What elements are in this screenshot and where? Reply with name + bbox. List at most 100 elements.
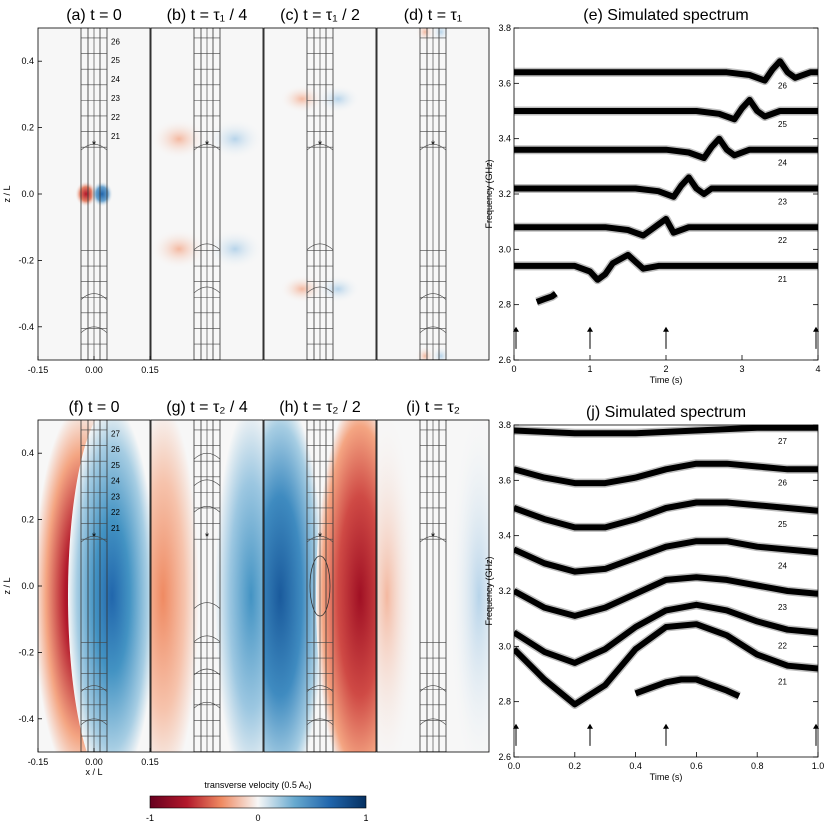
field-arc [80,293,108,300]
series-label: 23 [778,603,787,612]
x-tick-label: 3 [739,364,744,374]
series-label: 23 [778,197,787,206]
spectral-line [514,621,818,708]
series-label: 24 [778,159,787,168]
negative-lobe [151,119,207,159]
y-axis-label: Frequency (GHz) [484,159,494,228]
x-tick-label: 0.00 [85,757,103,767]
spectrum-chart: (e) Simulated spectrum2122232425263.83.6… [484,7,821,385]
mode-label: 23 [111,94,120,103]
positive-lobe [215,420,263,752]
positive-lobe [68,420,150,752]
y-tick-label: 3.8 [498,420,511,430]
mode-label: 25 [111,56,120,65]
field-arc [193,243,221,251]
x-tick-label: 0.4 [629,761,642,771]
negative-lobe [151,229,207,269]
series-label: 22 [778,642,787,651]
field-arc [306,143,334,151]
spectral-line [514,574,818,619]
field-panel: (b) t = τ₁ / 4 * [150,7,264,361]
field-panel: (f) t = 0 * 0.4 0.2 0.0 -0.2 -0.4 z / L -0.15 0.0… [2,399,159,777]
y-tick-label: 3.4 [498,531,511,541]
series-label: 26 [778,478,787,487]
y-tick-label: 0.4 [21,56,34,66]
series-label: 22 [778,236,787,245]
panel-frame [150,27,264,361]
spectral-line [514,58,818,84]
colorbar-tick: -1 [146,813,154,823]
panel-title: (d) t = τ₁ [404,7,462,24]
series-label: 25 [778,520,787,529]
y-tick-label: -0.2 [18,255,34,265]
series-label: 27 [778,437,787,446]
mode-label: 21 [111,524,120,533]
velocity-field: * [151,28,263,360]
mode-label: 27 [111,429,120,438]
spectral-line [514,174,818,200]
chart-title: (j) Simulated spectrum [586,404,746,421]
field-arc [193,286,221,294]
y-tick-label: -0.4 [18,322,34,332]
time-arrow-head [513,326,519,332]
y-tick-label: 2.8 [498,300,511,310]
x-tick-label: 0.15 [141,365,159,375]
positive-lobe [316,275,360,303]
y-tick-label: 3.8 [498,23,511,33]
time-arrow-head [587,723,593,729]
field-arc [193,506,221,513]
loop-apex-marker: * [92,139,97,151]
series-label: 26 [778,81,787,90]
field-arc [80,143,108,151]
field-panel: (d) t = τ₁ * [376,7,490,361]
time-arrow-head [663,723,669,729]
closed-field-loop [309,555,331,617]
field-panel: (c) t = τ₁ / 2 * [263,7,377,361]
positive-lobe [264,420,324,752]
panel-title: (g) t = τ₂ / 4 [166,399,248,416]
time-arrow-head [813,326,819,332]
y-tick-label: 3.0 [498,641,511,651]
positive-lobe [316,85,360,113]
loop-apex-marker: * [205,531,210,543]
panel-frame [150,419,264,753]
mode-label: 24 [111,477,120,486]
panel-title: (i) t = τ₂ [406,399,460,416]
field-panel: (a) t = 0 * 0.4 0.2 0.0 -0.2 -0.4 z / L -0.15 0.0… [2,7,159,375]
field-arc [306,685,334,692]
field-arc [419,143,447,151]
positive-lobe [449,420,489,752]
time-arrow-head [587,326,593,332]
series-label: 21 [778,275,787,284]
y-tick-label: 2.8 [498,697,511,707]
negative-lobe [416,346,434,360]
loop-apex-marker: * [318,531,323,543]
negative-lobe [416,28,434,42]
field-arc [80,718,108,726]
y-tick-label: -0.2 [18,647,34,657]
field-panel: (i) t = τ₂ * [376,399,490,753]
velocity-field: * [38,420,150,752]
time-arrow-head [663,326,669,332]
spectral-line [514,215,818,239]
velocity-field: * [75,28,113,360]
spectral-line [514,538,818,575]
mode-label: 24 [111,75,120,84]
mode-label: 26 [111,445,120,454]
field-arc [419,293,447,300]
mode-label: 21 [111,132,120,141]
field-panel: (g) t = τ₂ / 4 * [150,399,264,753]
x-tick-label: -0.15 [28,757,49,767]
y-axis-label: z / L [2,577,12,594]
velocity-field: * [264,420,376,752]
spectral-line [514,601,818,666]
x-tick-label: 0 [511,364,516,374]
negative-lobe [280,275,324,303]
time-arrow-head [813,723,819,729]
x-tick-label: 0.2 [569,761,582,771]
y-axis-label: z / L [2,185,12,202]
field-arc [419,685,447,692]
colorbar-tick: 0 [255,813,260,823]
field-arc [193,452,221,460]
